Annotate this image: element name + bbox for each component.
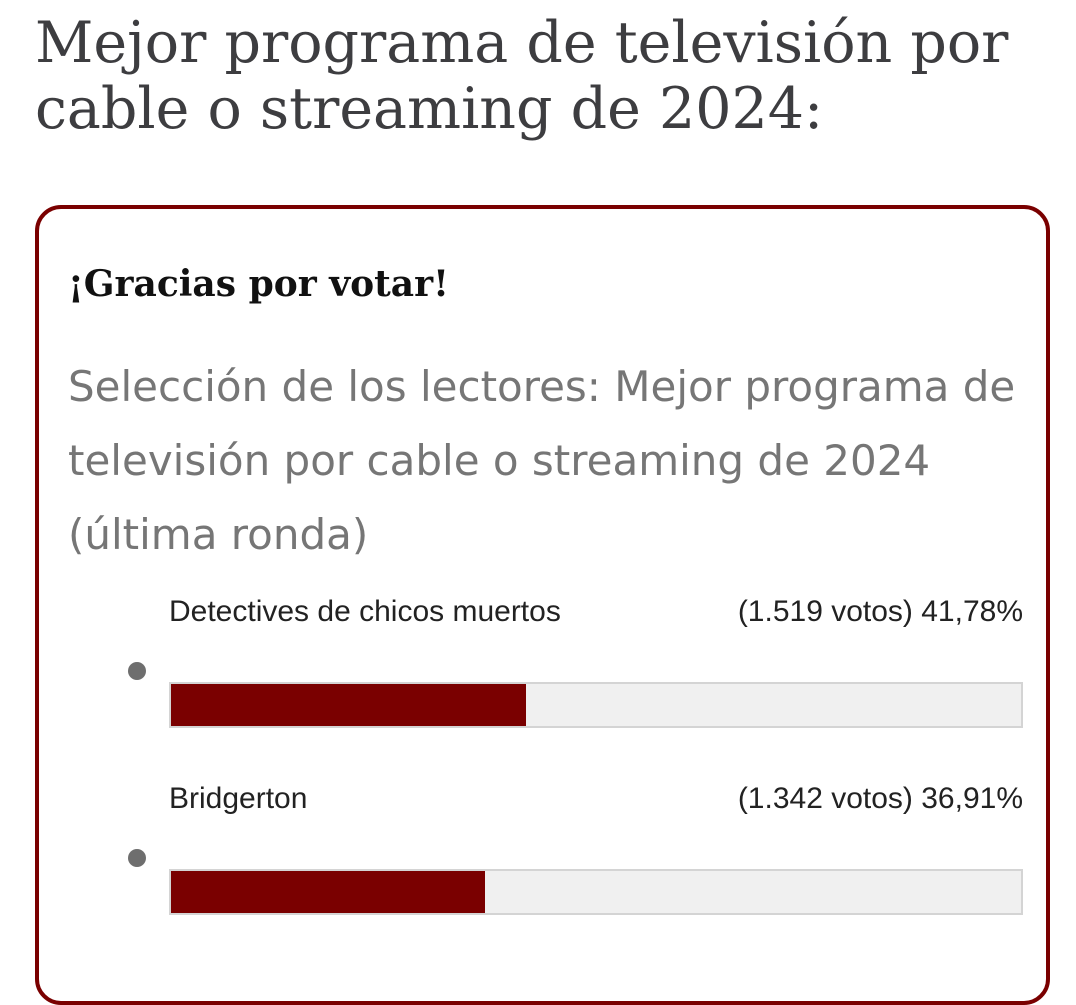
option-percent: 41,78% — [921, 595, 1023, 628]
bullet-dot-icon — [128, 662, 146, 680]
option-label: Detectives de chicos muertos — [169, 595, 561, 628]
option-votes: (1.342 votos) — [737, 782, 913, 815]
result-bar-track — [169, 682, 1023, 728]
poll-question: Selección de los lectores: Mejor program… — [68, 362, 1016, 559]
option-percent: 36,91% — [921, 782, 1023, 815]
poll-option-2: Bridgerton (1.342 votos) 36,91% — [0, 781, 1076, 941]
page-title: Mejor programa de televisión por cable o… — [35, 10, 1009, 142]
result-bar-fill — [171, 871, 485, 913]
option-result: (1.342 votos) 36,91% — [738, 781, 1023, 817]
result-bar-track — [169, 869, 1023, 915]
result-bar-fill — [171, 684, 527, 726]
bullet-dot-icon — [128, 849, 146, 867]
option-votes: (1.519 votos) — [737, 595, 913, 628]
option-label: Bridgerton — [169, 782, 308, 815]
thanks-message: ¡Gracias por votar! — [68, 263, 449, 305]
poll-option-1: Detectives de chicos muertos (1.519 voto… — [0, 594, 1076, 754]
option-result: (1.519 votos) 41,78% — [738, 594, 1023, 630]
